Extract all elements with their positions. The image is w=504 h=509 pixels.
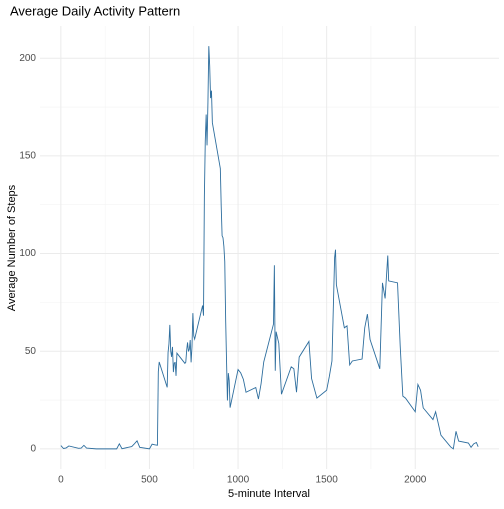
x-tick-label: 500	[141, 475, 158, 486]
x-tick-label: 2000	[404, 475, 427, 486]
y-tick-label: 200	[19, 53, 36, 64]
y-tick-label: 100	[19, 248, 36, 259]
y-tick-label: 50	[25, 346, 37, 357]
x-tick-label: 0	[58, 475, 64, 486]
x-tick-label: 1500	[316, 475, 339, 486]
y-tick-label: 0	[30, 444, 36, 455]
chart-title: Average Daily Activity Pattern	[10, 3, 180, 18]
y-tick-label: 150	[19, 151, 36, 162]
x-tick-label: 1000	[227, 475, 250, 486]
line	[60, 46, 479, 450]
x-axis-label: 5-minute Interval	[228, 488, 310, 500]
y-axis-label: Average Number of Steps	[6, 184, 18, 311]
